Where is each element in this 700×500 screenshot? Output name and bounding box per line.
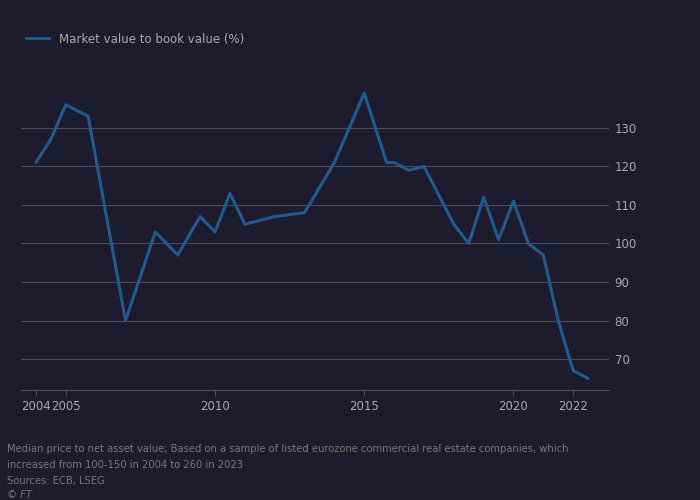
Text: Median price to net asset value; Based on a sample of listed eurozone commercial: Median price to net asset value; Based o… bbox=[7, 444, 568, 454]
Legend: Market value to book value (%): Market value to book value (%) bbox=[21, 28, 248, 50]
Text: increased from 100-150 in 2004 to 260 in 2023: increased from 100-150 in 2004 to 260 in… bbox=[7, 460, 243, 470]
Text: Sources: ECB, LSEG: Sources: ECB, LSEG bbox=[7, 476, 105, 486]
Text: © FT: © FT bbox=[7, 490, 32, 500]
